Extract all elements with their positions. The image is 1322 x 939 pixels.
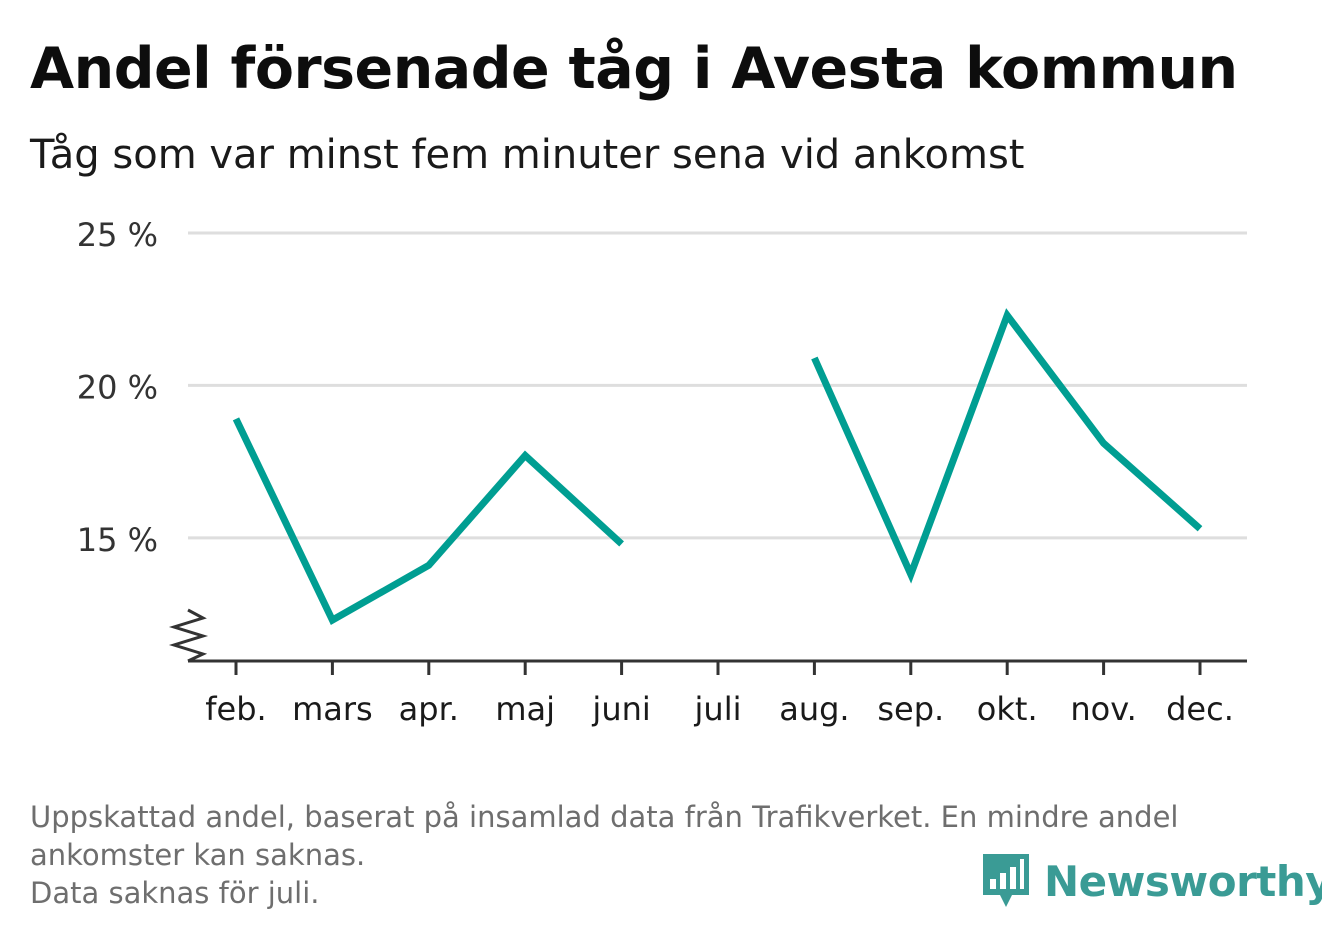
axis-break-icon (168, 608, 209, 663)
y-tick-label: 25 % (77, 216, 158, 254)
newsworthy-logo: Newsworthy (980, 850, 1322, 912)
x-tick-label: feb. (205, 690, 266, 728)
bar-chart-icon (983, 854, 1029, 907)
x-tick-label: juli (694, 690, 742, 728)
x-tick-label: mars (292, 690, 373, 728)
series-line (232, 417, 624, 625)
x-tick-label: nov. (1070, 690, 1136, 728)
x-tick-label: juni (591, 690, 650, 728)
x-tick-label: sep. (877, 690, 944, 728)
x-tick-label: okt. (977, 690, 1038, 728)
chart-title: Andel försenade tåg i Avesta kommun (30, 36, 1238, 102)
series-line (811, 308, 1203, 584)
x-tick-label: aug. (779, 690, 849, 728)
x-tick-label: maj (495, 690, 555, 728)
footnote: Uppskattad andel, baserat på insamlad da… (30, 798, 1178, 912)
y-tick-label: 20 % (77, 368, 158, 406)
x-tick-label: dec. (1166, 690, 1234, 728)
logo-text: Newsworthy (1044, 856, 1322, 906)
line-chart: 15 % 20 % 25 % feb. mars apr. maj juni juli aug. s… (77, 216, 1247, 728)
chart-subtitle: Tåg som var minst fem minuter sena vid a… (30, 132, 1025, 178)
y-tick-label: 15 % (77, 521, 158, 559)
footnote-line-3: Data saknas för juli. (30, 876, 320, 910)
footnote-line-1: Uppskattad andel, baserat på insamlad da… (30, 800, 1179, 834)
x-tick-label: apr. (399, 690, 459, 728)
footnote-line-2: ankomster kan saknas. (30, 838, 366, 872)
